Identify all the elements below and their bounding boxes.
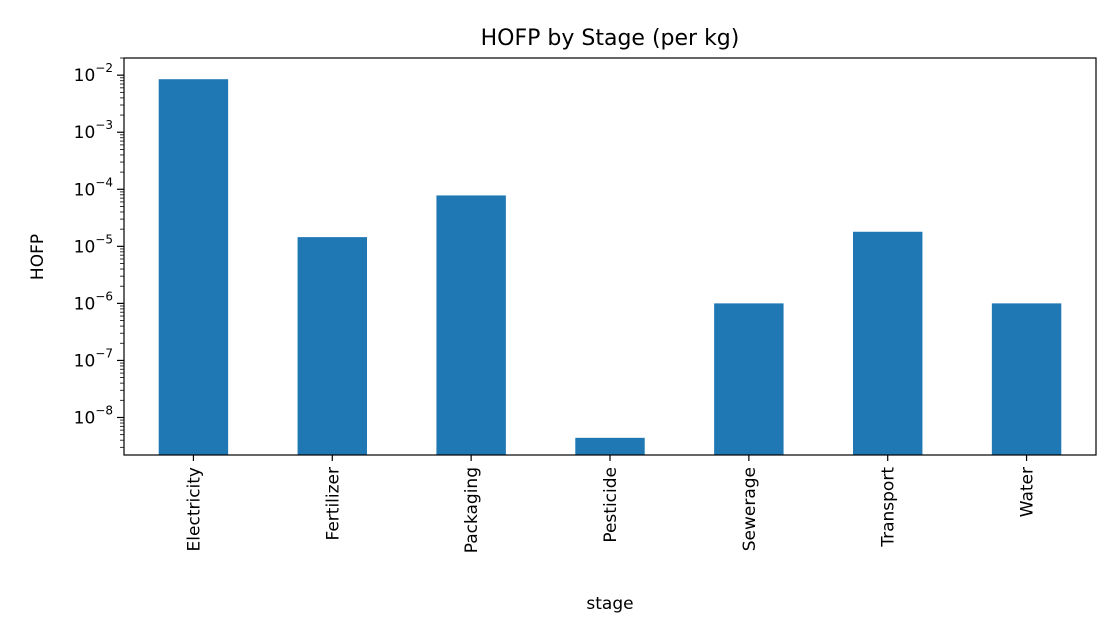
x-tick-label: Sewerage bbox=[740, 467, 760, 551]
y-tick-label: 10−8 bbox=[74, 403, 113, 428]
x-axis-ticks: Electricity Fertilizer Packaging Pesticide S… bbox=[184, 455, 1038, 553]
x-axis-label: stage bbox=[586, 594, 633, 614]
plot-frame bbox=[123, 57, 1097, 456]
y-axis-ticks: 10−8 10−7 10−6 10−5 10−4 10−3 10−2 bbox=[74, 57, 124, 448]
bar-water bbox=[991, 303, 1062, 455]
bar-fertilizer bbox=[297, 237, 367, 455]
x-tick-label: Transport bbox=[879, 467, 899, 548]
chart-title: HOFP by Stage (per kg) bbox=[481, 26, 740, 51]
bar-packaging bbox=[436, 195, 506, 456]
x-tick-label: Pesticide bbox=[601, 467, 621, 543]
y-tick-label: 10−6 bbox=[74, 289, 113, 314]
y-tick-label: 10−5 bbox=[74, 232, 113, 257]
y-axis-label: HOFP bbox=[28, 234, 48, 280]
bar-transport bbox=[853, 231, 923, 455]
bar-pesticide bbox=[575, 437, 645, 455]
x-tick-label: Water bbox=[1018, 467, 1038, 517]
x-tick-label: Packaging bbox=[462, 467, 482, 553]
bar-electricity bbox=[158, 79, 229, 455]
y-tick-label: 10−3 bbox=[74, 118, 113, 143]
bar-sewerage bbox=[714, 303, 784, 455]
bars-group bbox=[158, 79, 1062, 456]
x-tick-label: Electricity bbox=[184, 467, 204, 551]
x-tick-label: Fertilizer bbox=[323, 467, 343, 541]
y-tick-label: 10−2 bbox=[74, 61, 113, 86]
y-tick-label: 10−7 bbox=[74, 346, 113, 371]
y-tick-label: 10−4 bbox=[74, 175, 113, 200]
